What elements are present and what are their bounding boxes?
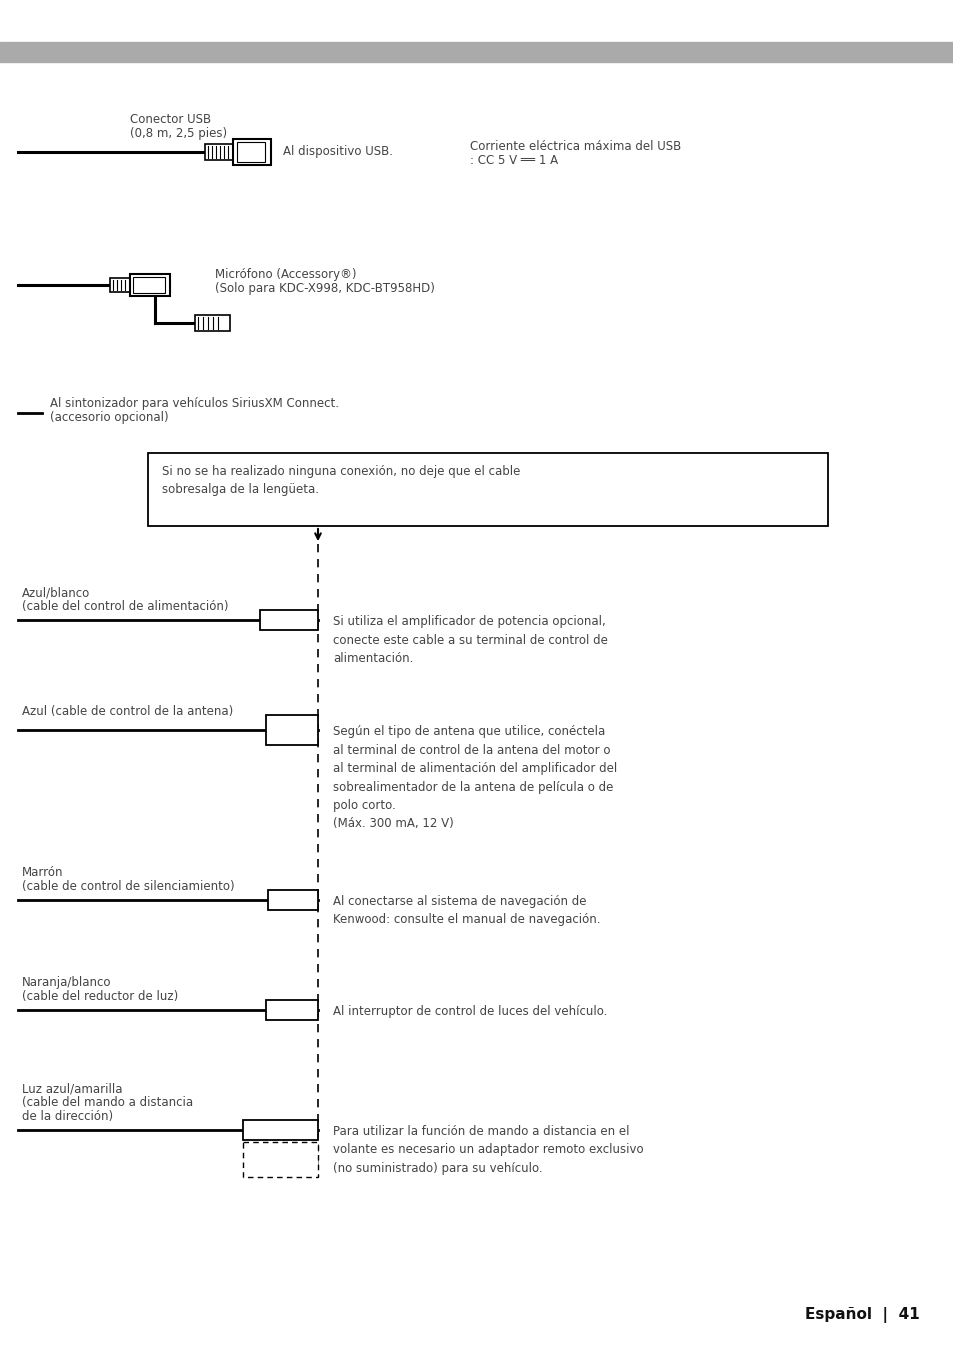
Text: Al interruptor de control de luces del vehículo.: Al interruptor de control de luces del v… bbox=[333, 1005, 607, 1018]
Bar bbox=[132, 277, 165, 293]
Text: Si utiliza el amplificador de potencia opcional,
conecte este cable a su termina: Si utiliza el amplificador de potencia o… bbox=[333, 615, 607, 664]
Text: Azul/blanco: Azul/blanco bbox=[22, 586, 91, 599]
Bar bbox=[268, 890, 317, 911]
Text: (cable de control de silenciamiento): (cable de control de silenciamiento) bbox=[22, 880, 234, 893]
Bar bbox=[148, 453, 827, 526]
Text: Azul (cable de control de la antena): Azul (cable de control de la antena) bbox=[22, 705, 233, 718]
Text: : CC 5 V ══ 1 A: : CC 5 V ══ 1 A bbox=[470, 153, 558, 167]
Bar bbox=[266, 716, 317, 745]
Text: REMOTE CONT: REMOTE CONT bbox=[244, 1124, 316, 1135]
Text: Si no se ha realizado ninguna conexión, no deje que el cable: Si no se ha realizado ninguna conexión, … bbox=[162, 465, 519, 477]
Text: ANT.
CONT: ANT. CONT bbox=[278, 718, 306, 741]
Text: Corriente eléctrica máxima del USB: Corriente eléctrica máxima del USB bbox=[470, 140, 680, 153]
Text: STEERING WHEEL: STEERING WHEEL bbox=[247, 1153, 314, 1162]
Text: ILLUMI: ILLUMI bbox=[275, 1005, 308, 1015]
Text: Según el tipo de antena que utilice, conéctela
al terminal de control de la ante: Según el tipo de antena que utilice, con… bbox=[333, 725, 617, 830]
Text: Para utilizar la función de mando a distancia en el
volante es necesario un adap: Para utilizar la función de mando a dist… bbox=[333, 1124, 643, 1176]
Bar bbox=[236, 143, 265, 161]
Text: Al dispositivo USB.: Al dispositivo USB. bbox=[283, 145, 393, 159]
Bar bbox=[266, 999, 317, 1020]
Text: Marrón: Marrón bbox=[22, 866, 64, 880]
Text: Naranja/blanco: Naranja/blanco bbox=[22, 976, 112, 989]
Text: Al sintonizador para vehículos SiriusXM Connect.: Al sintonizador para vehículos SiriusXM … bbox=[50, 397, 338, 410]
Bar bbox=[260, 611, 317, 629]
Text: P.CONT: P.CONT bbox=[272, 615, 306, 625]
Text: (cable del reductor de luz): (cable del reductor de luz) bbox=[22, 990, 178, 1003]
Bar bbox=[243, 1120, 317, 1141]
Text: Luz azul/amarilla: Luz azul/amarilla bbox=[22, 1081, 122, 1095]
Text: (accesorio opcional): (accesorio opcional) bbox=[50, 412, 169, 424]
Text: (cable del mando a distancia: (cable del mando a distancia bbox=[22, 1096, 193, 1110]
Text: MUTE: MUTE bbox=[279, 894, 307, 905]
Text: de la dirección): de la dirección) bbox=[22, 1110, 113, 1123]
Text: Al conectarse al sistema de navegación de
Kenwood: consulte el manual de navegac: Al conectarse al sistema de navegación d… bbox=[333, 894, 599, 927]
Bar bbox=[205, 144, 233, 160]
Text: Conector USB: Conector USB bbox=[130, 113, 211, 126]
Bar bbox=[233, 139, 271, 165]
Text: Micrófono (Accessory®): Micrófono (Accessory®) bbox=[214, 268, 356, 281]
Text: (cable del control de alimentación): (cable del control de alimentación) bbox=[22, 600, 229, 613]
Bar bbox=[130, 274, 170, 296]
Text: REMOTE INPUT: REMOTE INPUT bbox=[252, 1163, 309, 1171]
Text: (Solo para KDC-X998, KDC-BT958HD): (Solo para KDC-X998, KDC-BT958HD) bbox=[214, 282, 435, 295]
Bar bbox=[0, 42, 953, 62]
Text: Español  |  41: Español | 41 bbox=[804, 1307, 919, 1323]
Bar bbox=[243, 1142, 317, 1177]
Bar bbox=[110, 278, 130, 292]
Bar bbox=[194, 315, 230, 331]
Text: sobresalga de la lengüeta.: sobresalga de la lengüeta. bbox=[162, 483, 318, 496]
Text: (0,8 m, 2,5 pies): (0,8 m, 2,5 pies) bbox=[130, 126, 227, 140]
